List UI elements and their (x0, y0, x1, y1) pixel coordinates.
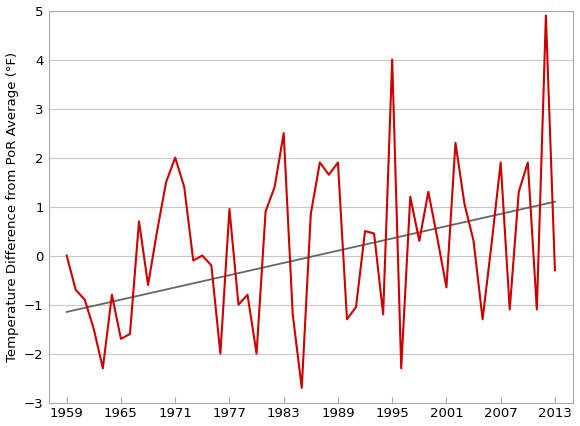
Y-axis label: Temperature Difference from PoR Average (°F): Temperature Difference from PoR Average … (6, 52, 19, 362)
